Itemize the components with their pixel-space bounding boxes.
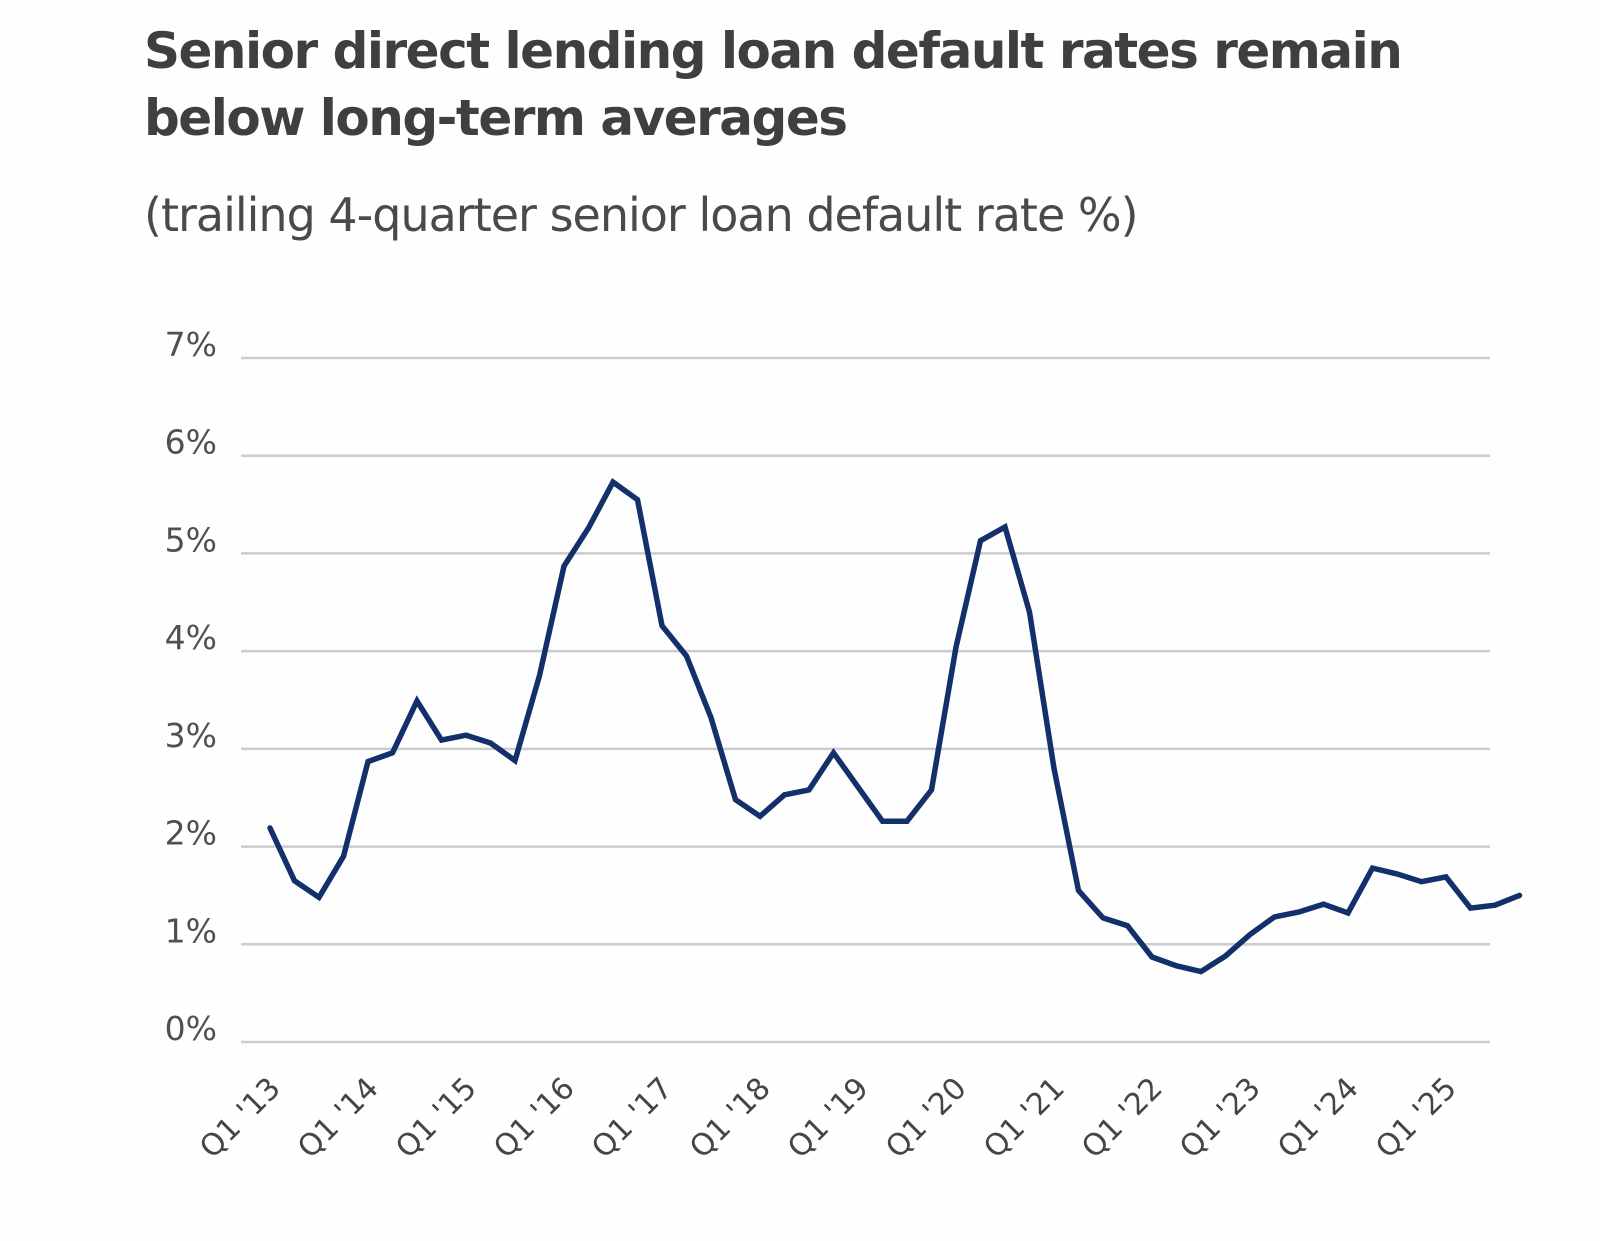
x-tick-label: Q1 '13 [193,1071,288,1166]
y-tick-label: 6% [165,423,217,462]
y-tick-label: 5% [165,520,217,559]
y-tick-label: 2% [165,814,217,853]
gridlines [241,356,1490,1044]
x-tick-label: Q1 '16 [487,1071,582,1166]
x-tick-label: Q1 '14 [291,1071,386,1166]
y-tick-label: 1% [165,911,217,950]
x-tick-label: Q1 '22 [1075,1071,1170,1166]
x-tick-label: Q1 '25 [1369,1071,1464,1166]
x-tick-label: Q1 '19 [781,1071,876,1166]
x-tick-label: Q1 '21 [977,1071,1072,1166]
x-tick-label: Q1 '24 [1271,1071,1366,1166]
default-rate-line [267,478,1523,975]
y-axis-labels: 0% 1% 2% 3% 4% 5% 6% 7% [165,325,217,1048]
y-tick-label: 3% [165,716,217,755]
chart-subtitle: (trailing 4-quarter senior loan default … [144,188,1139,242]
x-tick-label: Q1 '18 [683,1071,778,1166]
x-tick-label: Q1 '17 [585,1071,680,1166]
y-tick-label: 7% [165,325,217,364]
y-tick-label: 4% [165,618,217,657]
x-tick-label: Q1 '15 [389,1071,484,1166]
x-axis-labels: Q1 '13 Q1 '14 Q1 '15 Q1 '16 Q1 '17 Q1 '18 Q1 '… [193,1071,1464,1166]
chart-title: Senior direct lending loan default rates… [144,22,1403,147]
x-tick-label: Q1 '20 [879,1071,974,1166]
y-tick-label: 0% [165,1009,217,1048]
x-tick-label: Q1 '23 [1173,1071,1268,1166]
